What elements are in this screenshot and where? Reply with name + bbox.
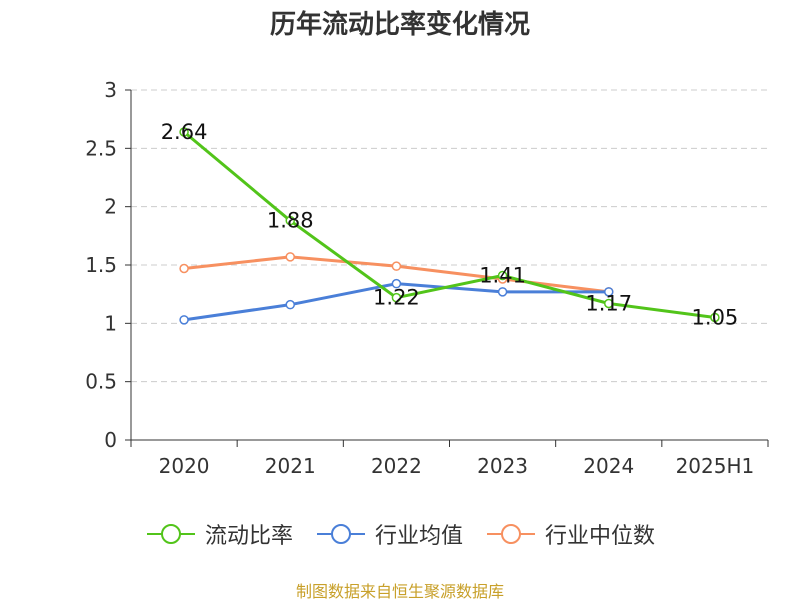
data-point (179, 315, 189, 325)
data-point (604, 298, 614, 309)
x-tick-label: 2021 (265, 454, 316, 478)
data-point (179, 127, 189, 137)
legend-item-1[interactable]: 行业均值 (315, 518, 463, 550)
data-label: 1.88 (267, 209, 314, 233)
x-tick-label: 2020 (159, 454, 210, 478)
legend-label: 行业中位数 (545, 524, 656, 549)
chart-title: 历年流动比率变化情况 (269, 10, 530, 40)
legend-item-2[interactable]: 行业中位数 (485, 518, 655, 550)
data-point (710, 312, 720, 323)
x-tick-label: 2025H1 (676, 454, 755, 478)
legend: 流动比率 行业均值 行业中位数 (0, 518, 800, 550)
data-point (179, 263, 189, 274)
x-tick-label: 2023 (477, 454, 528, 478)
legend-line-circle-icon (146, 524, 195, 544)
data-point (285, 215, 295, 226)
data-point (391, 278, 402, 289)
x-tick-label: 2024 (583, 454, 634, 478)
data-label: 1.22 (373, 286, 420, 310)
y-tick-label: 0.5 (85, 370, 117, 394)
legend-label: 流动比率 (204, 524, 293, 549)
series-line-0 (182, 130, 717, 319)
data-point (391, 261, 402, 271)
legend-icon-circle (330, 524, 351, 544)
data-point (285, 252, 295, 262)
grid-layer (131, 89, 768, 383)
data-point (285, 299, 295, 310)
legend-label: 行业均值 (374, 524, 463, 549)
data-label-layer: 2.64 1.88 1.22 1.41 1.17 1.05 (161, 120, 739, 330)
data-point (604, 287, 614, 297)
data-label: 1.05 (692, 306, 739, 330)
y-tick-label: 1.5 (85, 253, 117, 277)
data-label: 1.17 (585, 292, 632, 316)
axis-layer: 0 0.5 1 1.5 2 2.5 3 2020 2021 2022 2023 2024 2025H1 (85, 78, 769, 478)
data-point (497, 287, 508, 297)
y-tick-label: 2.5 (85, 136, 117, 160)
data-point (391, 292, 402, 303)
data-label: 1.41 (479, 264, 526, 288)
y-tick-label: 3 (104, 78, 117, 102)
legend-line-circle-icon (487, 524, 535, 544)
legend-line-circle-icon (316, 524, 365, 544)
y-tick-label: 2 (104, 195, 117, 219)
source-note: 制图数据来自恒生聚源数据库 (295, 582, 504, 601)
data-label: 2.64 (161, 120, 208, 144)
x-tick-label: 2022 (371, 454, 422, 478)
legend-item-0[interactable]: 流动比率 (145, 518, 293, 550)
legend-icon-circle (501, 524, 521, 544)
legend-icon-circle (160, 524, 181, 544)
y-tick-label: 0 (104, 428, 117, 452)
data-point (497, 270, 508, 281)
series-layer (179, 127, 720, 325)
y-tick-label: 1 (104, 311, 117, 335)
